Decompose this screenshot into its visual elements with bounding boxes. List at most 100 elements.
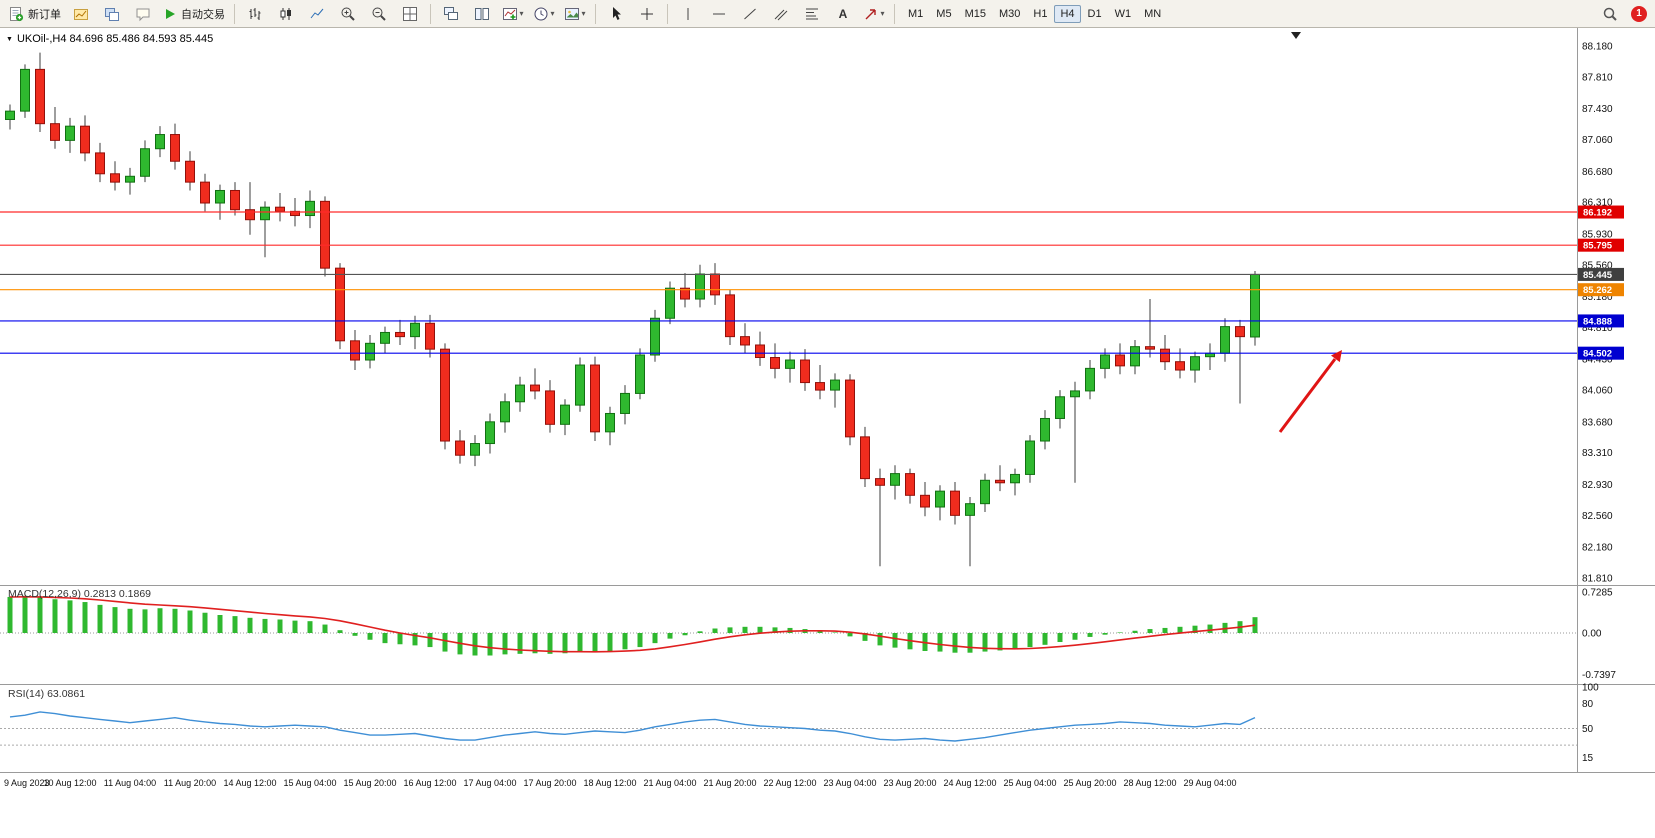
chart-header: ▼ UKOil-,H4 84.696 85.486 84.593 85.445 xyxy=(6,33,213,45)
tile-vertical-button[interactable] xyxy=(467,2,497,26)
dropdown-arrow-icon: ▾ xyxy=(550,9,555,18)
chart-canvas[interactable]: 88.180 87.810 87.430 87.060 86.680 86.310 85.9… xyxy=(0,28,1655,838)
periods-button[interactable]: ▾ xyxy=(529,2,559,26)
svg-text:9 Aug 2023: 9 Aug 2023 xyxy=(4,778,50,788)
chart-area: 88.180 87.810 87.430 87.060 86.680 86.310 85.9… xyxy=(0,28,1655,838)
new-chart-button[interactable] xyxy=(66,2,96,26)
timeframe-h1[interactable]: H1 xyxy=(1033,7,1048,20)
svg-text:21 Aug 20:00: 21 Aug 20:00 xyxy=(703,778,756,788)
crosshair-icon xyxy=(641,7,653,20)
horizontal-line-tool-button[interactable] xyxy=(704,2,734,26)
svg-text:17 Aug 20:00: 17 Aug 20:00 xyxy=(523,778,576,788)
arrows-tool-button[interactable]: ▾ xyxy=(859,2,889,26)
svg-text:86.680: 86.680 xyxy=(1582,167,1613,178)
profiles-button[interactable] xyxy=(97,2,127,26)
support-line-2-price-tag xyxy=(1578,346,1624,360)
comment-button[interactable] xyxy=(128,2,158,26)
line-chart-icon xyxy=(310,8,324,18)
trend-arrow-head xyxy=(1331,350,1342,363)
current-price-line-price-tag xyxy=(1578,267,1624,281)
macd-signal-line xyxy=(9,595,1256,653)
svg-text:28 Aug 12:00: 28 Aug 12:00 xyxy=(1123,778,1176,788)
zoom-in-button[interactable] xyxy=(333,2,363,26)
svg-text:88.180: 88.180 xyxy=(1582,42,1613,53)
svg-text:85.560: 85.560 xyxy=(1582,260,1613,271)
toolbar-separator xyxy=(595,3,596,24)
timeframe-m15[interactable]: M15 xyxy=(964,7,986,20)
svg-text:82.930: 82.930 xyxy=(1582,480,1613,491)
channel-tool-button[interactable] xyxy=(766,2,796,26)
svg-text:0.00: 0.00 xyxy=(1582,629,1602,640)
crosshair-tool-button[interactable] xyxy=(632,2,662,26)
price-axis[interactable]: 88.180 87.810 87.430 87.060 86.680 86.310 85.9… xyxy=(1582,42,1613,585)
candlestick-chart-button[interactable] xyxy=(271,2,301,26)
rsi-indicator-label: RSI(14) 63.0861 xyxy=(8,688,86,700)
fibonacci-tool-button[interactable] xyxy=(797,2,827,26)
svg-text:16 Aug 12:00: 16 Aug 12:00 xyxy=(403,778,456,788)
macd-indicator-label: MACD(12,26,9) 0.2813 0.1869 xyxy=(8,588,152,600)
svg-text:11 Aug 04:00: 11 Aug 04:00 xyxy=(104,778,156,788)
new-order-button[interactable]: 新订单 xyxy=(4,2,65,26)
timeframe-w1[interactable]: W1 xyxy=(1114,7,1132,20)
toolbar-right: 1 xyxy=(1595,2,1651,26)
svg-text:-0.7397: -0.7397 xyxy=(1582,670,1616,681)
svg-text:80: 80 xyxy=(1582,699,1594,710)
bar-chart-icon xyxy=(249,7,261,20)
line-chart-button[interactable] xyxy=(302,2,332,26)
svg-text:86.192: 86.192 xyxy=(1583,208,1612,219)
candlestick-chart-icon xyxy=(280,7,291,20)
timeframe-m1[interactable]: M1 xyxy=(908,7,924,20)
notification-badge[interactable]: 1 xyxy=(1631,5,1647,22)
text-tool-button[interactable]: A xyxy=(828,2,858,26)
svg-text:86.310: 86.310 xyxy=(1582,198,1613,209)
timeframe-d1[interactable]: D1 xyxy=(1087,7,1102,20)
pivot-line-price-tag xyxy=(1578,283,1624,297)
one-click-trading-toggle[interactable]: ▼ xyxy=(6,35,13,43)
comment-icon xyxy=(136,8,150,21)
vertical-line-icon xyxy=(687,7,689,20)
svg-text:15 Aug 04:00: 15 Aug 04:00 xyxy=(283,778,336,788)
bar-chart-button[interactable] xyxy=(240,2,270,26)
profiles-icon xyxy=(105,7,119,21)
timeframe-m30[interactable]: M30 xyxy=(998,7,1021,20)
cursor-tool-button[interactable] xyxy=(601,2,631,26)
trendline-tool-button[interactable] xyxy=(735,2,765,26)
new-order-label: 新订单 xyxy=(28,8,61,21)
template-icon xyxy=(565,7,580,20)
indicators-button[interactable]: ▾ xyxy=(498,2,528,26)
autotrading-icon xyxy=(166,8,175,19)
svg-text:87.060: 87.060 xyxy=(1582,135,1613,146)
dropdown-arrow-icon: ▾ xyxy=(519,9,524,18)
cascade-windows-button[interactable] xyxy=(436,2,466,26)
svg-text:22 Aug 12:00: 22 Aug 12:00 xyxy=(763,778,816,788)
tile-windows-button[interactable] xyxy=(395,2,425,26)
templates-button[interactable]: ▾ xyxy=(560,2,590,26)
support-line-1-price-tag xyxy=(1578,314,1624,328)
trend-arrow-annotation[interactable] xyxy=(1278,358,1337,433)
zoom-out-button[interactable] xyxy=(364,2,394,26)
candles xyxy=(5,52,1260,567)
fibonacci-icon xyxy=(806,8,818,19)
svg-text:25 Aug 04:00: 25 Aug 04:00 xyxy=(1003,778,1056,788)
new-chart-icon xyxy=(74,8,88,20)
timeframe-m5[interactable]: M5 xyxy=(936,7,952,20)
zoom-in-icon xyxy=(341,7,355,21)
chart-shift-marker[interactable] xyxy=(1291,32,1301,39)
resistance-line-2-price-tag xyxy=(1578,238,1624,252)
vertical-line-tool-button[interactable] xyxy=(673,2,703,26)
timeframe-h4[interactable]: H4 xyxy=(1054,4,1081,23)
timeframe-mn[interactable]: MN xyxy=(1144,7,1162,20)
svg-text:11 Aug 20:00: 11 Aug 20:00 xyxy=(164,778,216,788)
svg-text:23 Aug 20:00: 23 Aug 20:00 xyxy=(883,778,936,788)
svg-text:85.930: 85.930 xyxy=(1582,229,1613,240)
svg-text:85.180: 85.180 xyxy=(1582,292,1613,303)
autotrading-button[interactable]: 自动交易 xyxy=(159,2,229,26)
svg-text:10 Aug 12:00: 10 Aug 12:00 xyxy=(43,778,96,788)
svg-text:84.060: 84.060 xyxy=(1582,386,1613,397)
toolbar-separator xyxy=(894,3,895,24)
svg-text:14 Aug 12:00: 14 Aug 12:00 xyxy=(223,778,276,788)
new-order-icon xyxy=(10,6,24,21)
search-button[interactable] xyxy=(1595,2,1625,26)
svg-text:25 Aug 20:00: 25 Aug 20:00 xyxy=(1063,778,1116,788)
